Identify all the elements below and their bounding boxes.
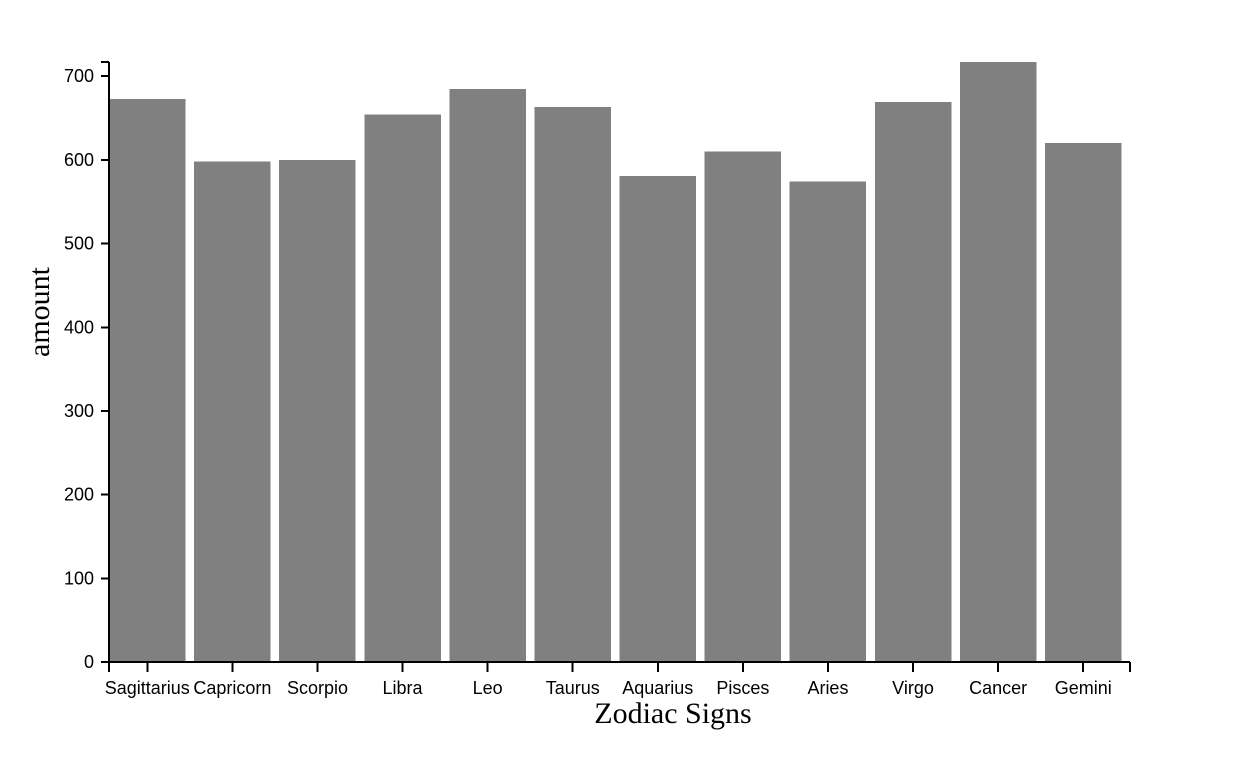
bar-pisces bbox=[704, 151, 782, 663]
y-tick-label-200: 200 bbox=[64, 485, 94, 505]
y-axis-title: amount bbox=[23, 266, 56, 357]
x-tick-label-aries: Aries bbox=[807, 678, 848, 698]
x-axis: Sagittarius Capricorn Scorpio Libra Leo Tauru… bbox=[105, 661, 1131, 698]
bar-virgo bbox=[874, 102, 952, 663]
bar-cancer bbox=[959, 62, 1037, 662]
x-tick-label-sagittarius: Sagittarius bbox=[105, 678, 190, 698]
bar-aquarius bbox=[619, 175, 697, 662]
y-tick-label-400: 400 bbox=[64, 317, 94, 337]
bar-libra bbox=[364, 114, 441, 662]
y-tick-label-300: 300 bbox=[64, 401, 94, 421]
y-tick-label-700: 700 bbox=[64, 66, 94, 86]
x-tick-label-taurus: Taurus bbox=[546, 678, 600, 698]
x-axis-title: Zodiac Signs bbox=[594, 697, 752, 730]
bar-leo bbox=[449, 88, 526, 662]
y-axis: 0 100 200 300 400 500 600 700 bbox=[64, 61, 110, 672]
x-tick-label-virgo: Virgo bbox=[892, 678, 934, 698]
x-tick-label-aquarius: Aquarius bbox=[622, 678, 693, 698]
bar-sagittarius bbox=[109, 98, 186, 663]
y-tick-label-600: 600 bbox=[64, 150, 94, 170]
x-tick-label-cancer: Cancer bbox=[969, 678, 1027, 698]
x-tick-label-scorpio: Scorpio bbox=[287, 678, 348, 698]
x-tick-label-libra: Libra bbox=[383, 678, 424, 698]
bar-scorpio bbox=[279, 159, 356, 662]
bar-taurus bbox=[534, 107, 611, 662]
y-tick-label-500: 500 bbox=[64, 234, 94, 254]
x-tick-label-capricorn: Capricorn bbox=[193, 678, 271, 698]
bars-group bbox=[109, 62, 1122, 663]
x-tick-label-leo: Leo bbox=[473, 678, 503, 698]
bar-gemini bbox=[1044, 143, 1122, 662]
y-tick-label-0: 0 bbox=[84, 652, 94, 672]
y-tick-label-100: 100 bbox=[64, 568, 94, 588]
x-tick-label-gemini: Gemini bbox=[1055, 678, 1112, 698]
bar-capricorn bbox=[194, 161, 271, 662]
x-tick-label-pisces: Pisces bbox=[716, 678, 769, 698]
bar-aries bbox=[789, 181, 867, 662]
